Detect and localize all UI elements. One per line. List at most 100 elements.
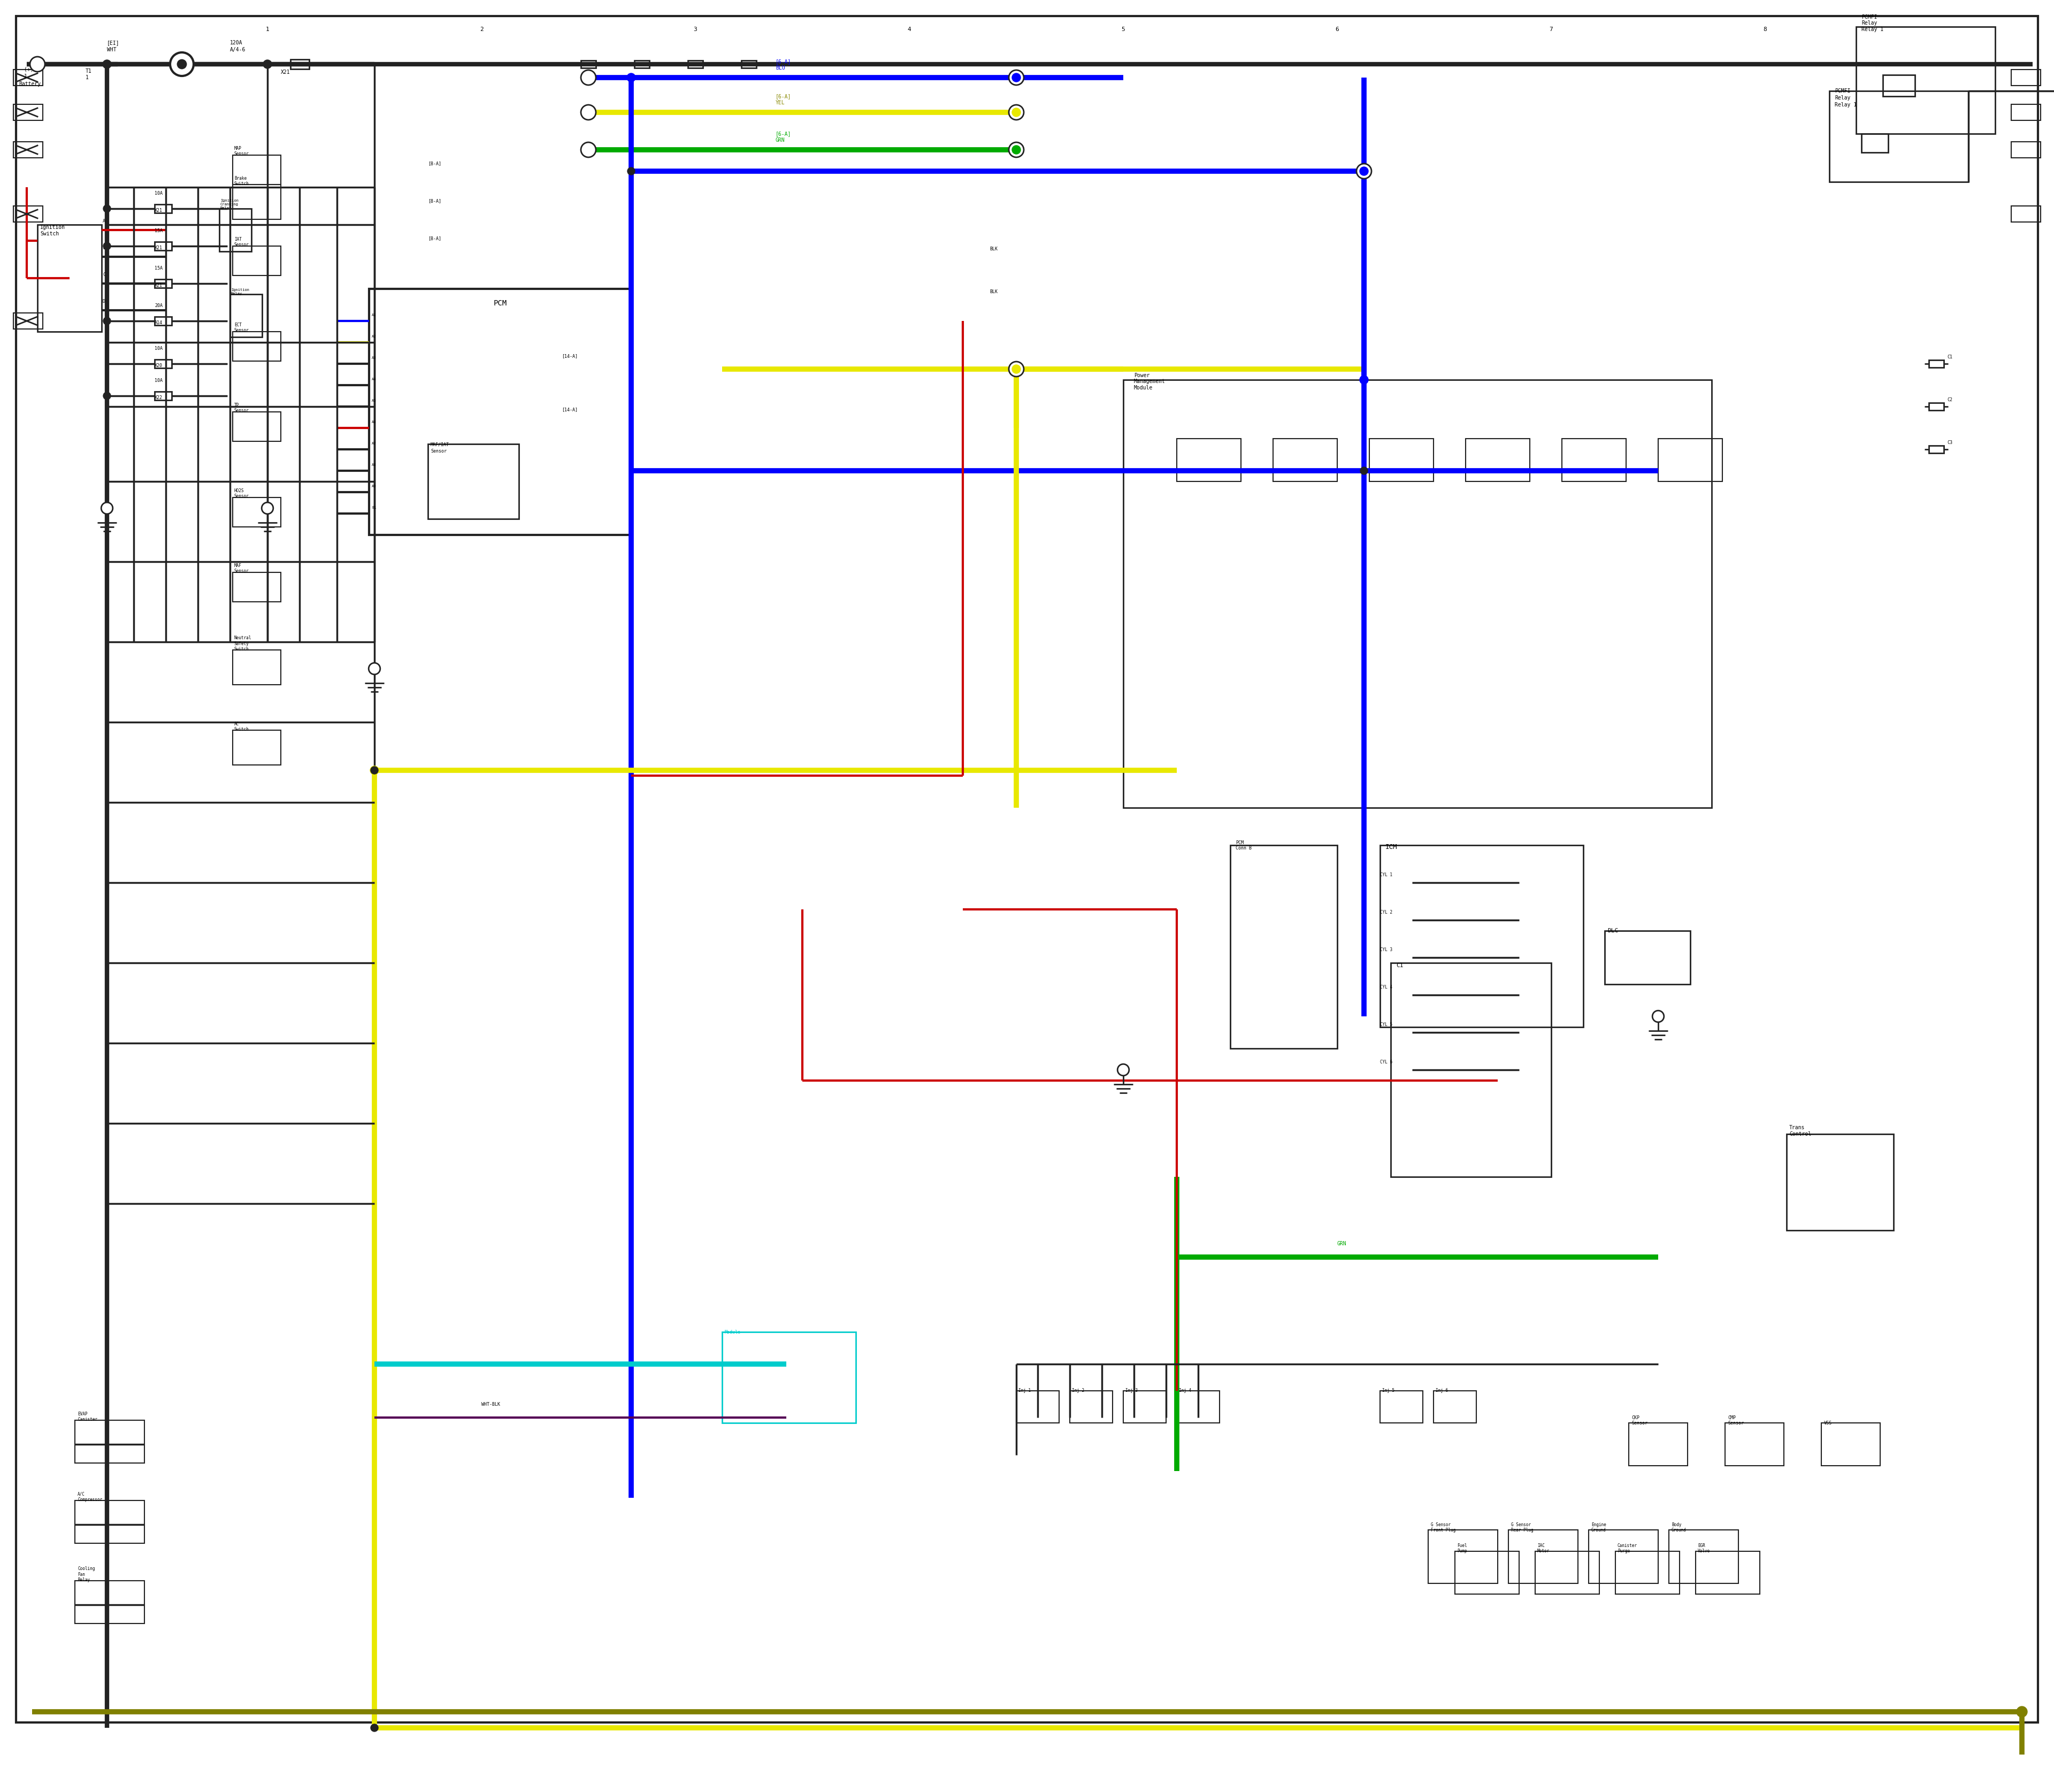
- Text: 5: 5: [1121, 27, 1126, 32]
- Text: CYL 4: CYL 4: [1380, 986, 1393, 989]
- Text: [14-A]: [14-A]: [561, 353, 577, 358]
- Text: A2: A2: [372, 335, 376, 339]
- Bar: [1929, 403, 1943, 410]
- Text: 15A: 15A: [154, 265, 162, 271]
- Bar: [232, 650, 281, 685]
- Text: MAP
Sensor: MAP Sensor: [234, 145, 249, 156]
- Text: GRN: GRN: [776, 138, 785, 143]
- Text: Inj 2: Inj 2: [1072, 1389, 1085, 1392]
- Bar: [1273, 439, 1337, 482]
- Bar: [1857, 27, 1994, 134]
- Text: C: C: [103, 272, 105, 278]
- Bar: [74, 1421, 144, 1462]
- Text: IAC
Motor: IAC Motor: [1536, 1543, 1549, 1554]
- Bar: [370, 289, 631, 536]
- Bar: [230, 294, 263, 337]
- Text: Inj 3: Inj 3: [1126, 1389, 1138, 1392]
- Text: PCM: PCM: [493, 299, 507, 306]
- Text: Cooling
Fan
Relay: Cooling Fan Relay: [78, 1566, 94, 1582]
- Bar: [1787, 1134, 1894, 1231]
- Bar: [1124, 380, 1711, 808]
- Bar: [1861, 134, 1888, 152]
- Text: Inj 4: Inj 4: [1179, 1389, 1191, 1392]
- Circle shape: [370, 767, 378, 774]
- Circle shape: [1013, 108, 1021, 116]
- Bar: [1822, 1423, 1879, 1466]
- Bar: [1668, 1530, 1738, 1584]
- Circle shape: [177, 59, 187, 68]
- Text: GRN: GRN: [1337, 1242, 1347, 1247]
- Bar: [1434, 1391, 1477, 1423]
- Text: C3: C3: [1947, 441, 1953, 444]
- Circle shape: [370, 765, 378, 774]
- Text: Relay 1: Relay 1: [1834, 102, 1857, 108]
- Text: VSS: VSS: [1824, 1421, 1832, 1426]
- Text: [8-A]: [8-A]: [427, 237, 442, 240]
- Text: Trans
Control: Trans Control: [1789, 1125, 1812, 1136]
- Bar: [723, 1331, 857, 1423]
- Text: C2: C2: [1947, 398, 1953, 401]
- Text: A5: A5: [372, 400, 376, 401]
- Bar: [232, 412, 281, 441]
- Circle shape: [1651, 1011, 1664, 1021]
- Text: Power
Management
Module: Power Management Module: [1134, 373, 1165, 391]
- Circle shape: [1013, 145, 1021, 154]
- Text: Body
Ground: Body Ground: [1672, 1521, 1686, 1532]
- Text: ECT
Sensor: ECT Sensor: [234, 323, 249, 333]
- Text: Switch: Switch: [41, 231, 60, 237]
- Bar: [14, 206, 43, 222]
- Text: [6-A]: [6-A]: [776, 93, 791, 99]
- Circle shape: [581, 142, 596, 158]
- Text: EGR
Valve: EGR Valve: [1699, 1543, 1711, 1554]
- Bar: [1017, 1391, 1060, 1423]
- Bar: [232, 729, 281, 765]
- Text: YEL: YEL: [776, 100, 785, 106]
- Circle shape: [1360, 468, 1368, 475]
- Circle shape: [1117, 1064, 1130, 1075]
- Text: 10A: 10A: [154, 346, 162, 351]
- Bar: [232, 185, 281, 219]
- Bar: [232, 156, 281, 185]
- Text: WHT: WHT: [107, 47, 117, 52]
- Bar: [1697, 1552, 1760, 1595]
- Bar: [1230, 846, 1337, 1048]
- Text: (+): (+): [25, 66, 33, 72]
- Bar: [37, 224, 101, 332]
- Text: X22: X22: [154, 396, 162, 400]
- Bar: [427, 444, 520, 520]
- Bar: [74, 1500, 144, 1543]
- Bar: [232, 246, 281, 276]
- Bar: [1454, 1552, 1520, 1595]
- Text: MAF
Sensor: MAF Sensor: [234, 563, 249, 573]
- Text: A8: A8: [372, 464, 376, 466]
- Bar: [1380, 1391, 1423, 1423]
- Bar: [154, 204, 173, 213]
- Text: A/C
Compressor: A/C Compressor: [78, 1491, 103, 1502]
- Text: DLC: DLC: [1608, 928, 1619, 934]
- Circle shape: [101, 502, 113, 514]
- Text: EVAP
Canister: EVAP Canister: [78, 1412, 97, 1421]
- Text: A9: A9: [372, 484, 376, 487]
- Text: BLK: BLK: [990, 247, 998, 251]
- Circle shape: [626, 73, 635, 82]
- Text: [8-A]: [8-A]: [427, 161, 442, 167]
- Bar: [154, 317, 173, 324]
- Text: 1: 1: [86, 75, 88, 81]
- Bar: [232, 572, 281, 602]
- Bar: [2011, 206, 2040, 222]
- Text: A4: A4: [372, 378, 376, 382]
- Bar: [154, 280, 173, 289]
- Circle shape: [626, 167, 635, 176]
- Circle shape: [31, 57, 45, 72]
- Text: CYL 3: CYL 3: [1380, 948, 1393, 952]
- Bar: [741, 61, 756, 68]
- Bar: [14, 314, 43, 330]
- Bar: [154, 242, 173, 251]
- Text: 3: 3: [694, 27, 696, 32]
- Bar: [1380, 846, 1584, 1027]
- Text: Brake
Switch: Brake Switch: [234, 176, 249, 186]
- Circle shape: [1356, 163, 1372, 179]
- Text: AC
Switch: AC Switch: [234, 722, 249, 731]
- Text: C1: C1: [1947, 355, 1953, 360]
- Circle shape: [2017, 1706, 2027, 1717]
